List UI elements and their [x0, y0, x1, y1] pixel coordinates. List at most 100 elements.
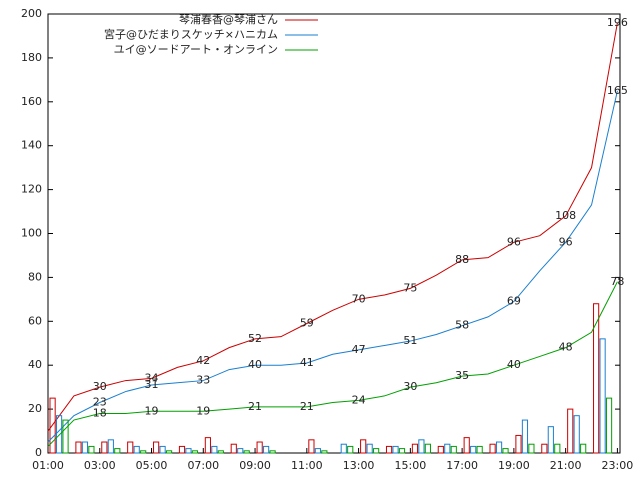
legend-label: 宮子@ひだまりスケッチ×ハニカム	[104, 27, 278, 41]
plot-frame	[47, 13, 621, 454]
data-label: 30	[93, 380, 107, 393]
legend-label: 琴浦春香@琴浦さん	[179, 13, 278, 26]
count-bar	[593, 303, 600, 454]
count-bar	[191, 450, 199, 454]
count-bar	[463, 437, 470, 454]
data-label: 30	[403, 380, 417, 393]
data-label: 108	[555, 209, 576, 222]
series-line	[47, 22, 618, 432]
count-bar	[204, 437, 211, 454]
count-bar	[437, 445, 444, 454]
data-label: 59	[300, 316, 314, 329]
count-bar	[165, 450, 173, 454]
data-label: 34	[145, 371, 159, 384]
count-bar	[398, 448, 406, 454]
count-bar	[450, 445, 457, 454]
count-bar	[573, 415, 580, 454]
data-label: 58	[455, 319, 469, 332]
data-label: 78	[610, 275, 624, 288]
data-label: 69	[507, 295, 521, 308]
count-bar	[237, 448, 244, 454]
data-label: 47	[352, 343, 366, 356]
count-bar	[392, 445, 399, 454]
x-tick-label: 11:00	[291, 459, 323, 472]
count-bar	[211, 445, 218, 454]
count-bar	[495, 441, 503, 454]
data-label: 33	[196, 374, 210, 387]
count-bar	[385, 445, 393, 454]
x-tick-label: 23:00	[602, 459, 634, 472]
count-bar	[567, 408, 574, 454]
count-bar	[101, 441, 108, 454]
count-bar	[243, 450, 250, 454]
count-bar	[547, 426, 554, 454]
data-label: 52	[248, 332, 262, 345]
y-tick-label: 140	[21, 139, 42, 152]
data-label: 24	[352, 393, 366, 406]
data-label: 40	[507, 358, 521, 371]
count-bar	[62, 419, 69, 454]
count-bar	[599, 338, 606, 454]
count-bar	[470, 445, 477, 454]
y-tick-label: 200	[21, 7, 42, 20]
data-label: 70	[352, 292, 366, 305]
x-tick-label: 07:00	[187, 459, 219, 472]
count-bar	[127, 441, 134, 454]
count-bar	[605, 397, 613, 454]
count-bar	[49, 397, 56, 454]
y-tick-label: 60	[28, 314, 42, 327]
x-tick-label: 21:00	[550, 459, 582, 472]
count-bar	[476, 445, 483, 454]
y-tick-label: 100	[21, 227, 42, 240]
count-bar	[256, 441, 263, 454]
data-label: 96	[507, 235, 521, 248]
y-tick-label: 40	[28, 358, 42, 371]
x-tick-label: 03:00	[84, 459, 116, 472]
data-label: 21	[248, 400, 262, 413]
data-label: 96	[559, 235, 573, 248]
count-bar	[528, 443, 535, 454]
data-label: 19	[196, 404, 210, 417]
count-bar	[554, 443, 561, 454]
count-bar	[230, 443, 237, 454]
data-label: 51	[403, 334, 417, 347]
data-label: 19	[145, 404, 159, 417]
x-tick-label: 13:00	[343, 459, 375, 472]
legend-label: ユイ@ソードアート・オンライン	[114, 43, 278, 56]
count-bar	[185, 448, 192, 454]
count-bar	[411, 443, 419, 454]
y-tick-label: 80	[28, 270, 42, 283]
y-tick-label: 180	[21, 51, 42, 64]
count-bar	[515, 434, 522, 454]
y-tick-label: 0	[35, 446, 42, 459]
data-label: 21	[300, 400, 314, 413]
count-bar	[159, 445, 166, 454]
count-bar	[269, 450, 276, 454]
count-bar	[88, 445, 95, 454]
x-tick-label: 05:00	[136, 459, 168, 472]
count-bar	[263, 445, 270, 454]
count-bar	[308, 439, 315, 454]
data-label: 18	[93, 406, 107, 419]
count-bar	[107, 439, 114, 454]
data-label: 165	[607, 84, 628, 97]
count-bar	[521, 419, 529, 454]
x-tick-label: 09:00	[239, 459, 271, 472]
data-label: 31	[145, 378, 159, 391]
count-bar	[178, 445, 186, 454]
count-bar	[140, 450, 147, 454]
count-bar	[444, 443, 451, 454]
count-bar	[114, 448, 121, 454]
count-bar	[133, 445, 140, 454]
count-bar	[217, 450, 224, 454]
count-bar	[418, 439, 425, 454]
data-label: 42	[196, 354, 210, 367]
x-tick-label: 15:00	[395, 459, 427, 472]
count-bar	[373, 448, 380, 454]
series-line	[47, 90, 618, 443]
data-label: 23	[93, 396, 107, 409]
x-tick-label: 19:00	[498, 459, 530, 472]
y-tick-label: 20	[28, 402, 42, 415]
x-tick-label: 17:00	[446, 459, 478, 472]
data-label: 40	[248, 358, 262, 371]
